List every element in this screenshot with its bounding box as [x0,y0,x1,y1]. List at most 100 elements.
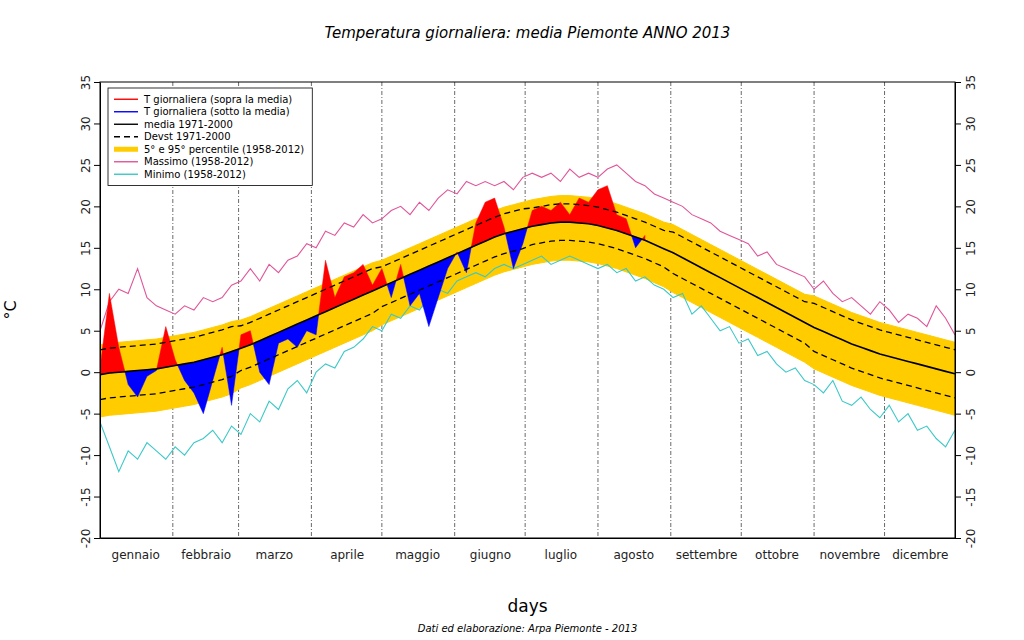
legend-swatch [114,124,138,125]
x-tick: giugno [470,538,511,562]
legend-label: Massimo (1958-2012) [144,156,253,167]
x-tick: marzo [256,538,294,562]
tick-label: -10 [79,446,93,466]
tick-label: 15 [79,241,93,256]
tick-mark [94,372,100,373]
tick-mark [94,248,100,249]
tick-mark [955,455,961,456]
tick-label: 5 [79,327,93,335]
tick-label: marzo [256,548,294,562]
tick-mark [955,372,961,373]
month-line [454,82,455,538]
legend-label: Minimo (1958-2012) [144,169,246,180]
legend-label: media 1971-2000 [144,119,233,130]
y-tick: 35 [79,75,100,90]
legend-label: Devst 1971-2000 [144,131,231,142]
x-tick: gennaio [112,538,160,562]
tick-label: 5 [964,327,978,335]
y-tick: 5 [955,327,978,335]
legend-swatch [114,111,138,112]
tick-mark [955,206,961,207]
area-group [100,186,645,414]
y-tick: -20 [79,529,100,549]
tick-mark [955,414,961,415]
y-tick: -5 [79,408,100,420]
devst-line [100,240,955,399]
devst-line [100,204,955,350]
legend-swatch [114,147,138,152]
x-tick: novembre [819,538,880,562]
tick-mark [94,82,100,83]
x-tick: maggio [395,538,440,562]
chart-title: Temperatura giornaliera: media Piemonte … [325,24,731,42]
y-tick: 15 [79,241,100,256]
tick-mark [94,206,100,207]
y-tick: -15 [79,487,100,507]
month-line [670,82,671,538]
tick-label: -20 [964,529,978,549]
y-tick: 25 [955,158,978,173]
y-axis: -20-15-10-505101520253035 [955,75,978,548]
y-tick: 0 [955,369,978,377]
tick-label: -5 [79,408,93,420]
tick-label: 10 [79,282,93,297]
chart-container: -20-15-10-505101520253035-20-15-10-50510… [0,0,1024,640]
y-axis-title: °C [1,300,20,319]
legend-label: 5° e 95° percentile (1958-2012) [144,144,304,155]
chart-svg: -20-15-10-505101520253035-20-15-10-50510… [0,0,1024,640]
axis-line [100,83,101,539]
tick-mark [955,538,961,539]
tick-label: -20 [79,529,93,549]
tick-label: 0 [79,369,93,377]
tick-mark [94,455,100,456]
daily-area [100,186,645,414]
x-axis-title: days [507,596,547,616]
x-tick: agosto [613,538,654,562]
tick-label: settembre [676,548,738,562]
area-group [100,186,645,414]
y-tick: -15 [955,487,978,507]
mean-line [100,222,955,375]
tick-mark [955,289,961,290]
tick-label: -15 [964,487,978,507]
tick-label: -15 [79,487,93,507]
y-tick: 20 [79,199,100,214]
daily-area [100,186,645,414]
plot-background [100,82,955,538]
y-tick: 10 [955,282,978,297]
tick-label: luglio [545,548,578,562]
x-tick: ottobre [755,538,799,562]
tick-label: 25 [79,158,93,173]
tick-mark [94,165,100,166]
month-line [884,82,885,538]
legend: T giornaliera (sopra la media)T giornali… [108,88,312,186]
tick-mark [94,331,100,332]
legend-swatch [114,99,138,100]
series-line [100,165,955,335]
y-tick: 5 [79,327,100,335]
y-tick: 30 [79,116,100,131]
x-tick: dicembre [892,538,948,562]
y-tick: 15 [955,241,978,256]
tick-label: 35 [964,75,978,90]
axis-line [955,83,956,539]
tick-mark [94,414,100,415]
tick-mark [94,123,100,124]
tick-label: agosto [613,548,654,562]
y-tick: 25 [79,158,100,173]
tick-label: gennaio [112,548,160,562]
tick-label: -5 [964,408,978,420]
x-tick: settembre [676,538,738,562]
tick-label: 0 [964,369,978,377]
y-axis: -20 -15 -10 -5 0 5 10 15 20 25 30 35 [79,75,101,548]
tick-mark [955,331,961,332]
y-tick: 20 [955,199,978,214]
x-tick: aprile [330,538,364,562]
x-tick: luglio [545,538,578,562]
plot-frame [100,82,955,538]
legend-swatch [114,174,138,175]
tick-label: 25 [964,158,978,173]
legend-label: T giornaliera (sopra la media) [143,94,292,105]
axis-line [101,538,956,539]
plot-area [100,165,955,472]
